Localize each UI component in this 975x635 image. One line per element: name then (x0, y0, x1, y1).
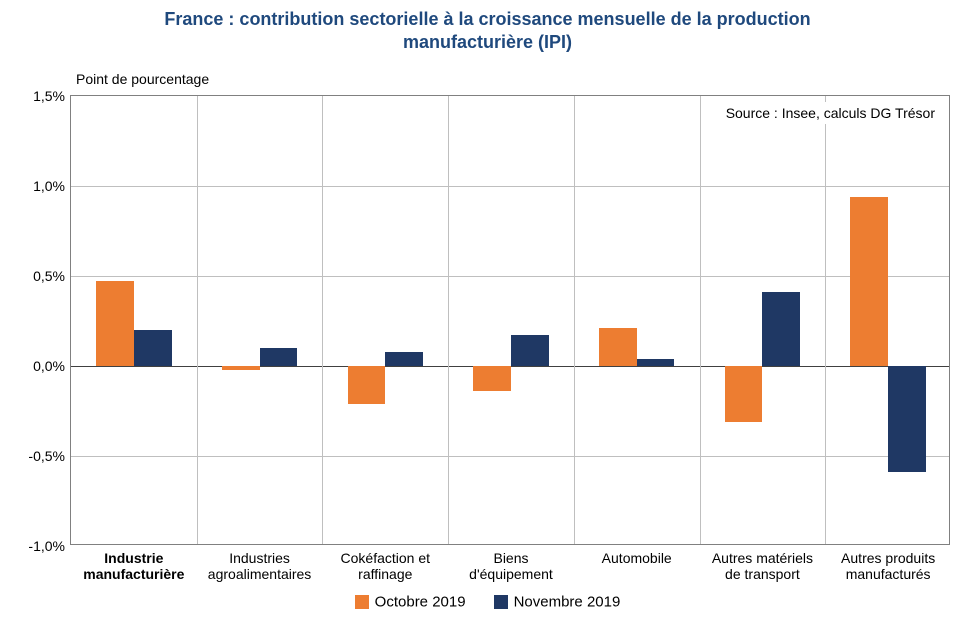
category-label: Autres produitsmanufacturés (825, 544, 951, 582)
bar (348, 366, 386, 404)
y-axis-label: Point de pourcentage (76, 71, 209, 87)
y-tick-label: 0,0% (33, 358, 71, 374)
vgridline (825, 96, 826, 544)
category-label: Industriesagroalimentaires (197, 544, 323, 582)
bar (134, 330, 172, 366)
legend-label: Novembre 2019 (514, 593, 621, 610)
category-label: Cokéfaction etraffinage (322, 544, 448, 582)
bar (96, 281, 134, 366)
chart-title-line1: France : contribution sectorielle à la c… (164, 9, 810, 29)
chart-container: France : contribution sectorielle à la c… (0, 0, 975, 635)
bar (888, 366, 926, 472)
vgridline (700, 96, 701, 544)
bar (222, 366, 260, 370)
bar (511, 335, 549, 366)
bar (762, 292, 800, 366)
vgridline (448, 96, 449, 544)
bar (385, 352, 423, 366)
legend-label: Octobre 2019 (375, 593, 466, 610)
gridline (71, 276, 949, 277)
category-label: Biensd'équipement (448, 544, 574, 582)
legend-item: Novembre 2019 (494, 593, 621, 611)
legend-item: Octobre 2019 (355, 593, 466, 611)
legend-swatch (355, 595, 369, 609)
category-label: Autres matérielsde transport (700, 544, 826, 582)
vgridline (322, 96, 323, 544)
gridline (71, 186, 949, 187)
bar (850, 197, 888, 366)
bar (599, 328, 637, 366)
legend: Octobre 2019 Novembre 2019 (0, 593, 975, 611)
y-tick-label: 1,0% (33, 178, 71, 194)
y-tick-label: 0,5% (33, 268, 71, 284)
y-tick-label: -1,0% (28, 538, 71, 554)
bar (725, 366, 763, 422)
bar (637, 359, 675, 366)
legend-swatch (494, 595, 508, 609)
y-tick-label: 1,5% (33, 88, 71, 104)
chart-title-line2: manufacturière (IPI) (403, 32, 572, 52)
plot-area: -1,0%-0,5%0,0%0,5%1,0%1,5%Industriemanuf… (70, 95, 950, 545)
vgridline (197, 96, 198, 544)
y-tick-label: -0,5% (28, 448, 71, 464)
bar (260, 348, 298, 366)
category-label: Industriemanufacturière (71, 544, 197, 582)
category-label: Automobile (574, 544, 700, 566)
chart-title: France : contribution sectorielle à la c… (0, 0, 975, 53)
vgridline (574, 96, 575, 544)
source-label: Source : Insee, calculs DG Trésor (718, 102, 943, 124)
bar (473, 366, 511, 391)
gridline (71, 456, 949, 457)
